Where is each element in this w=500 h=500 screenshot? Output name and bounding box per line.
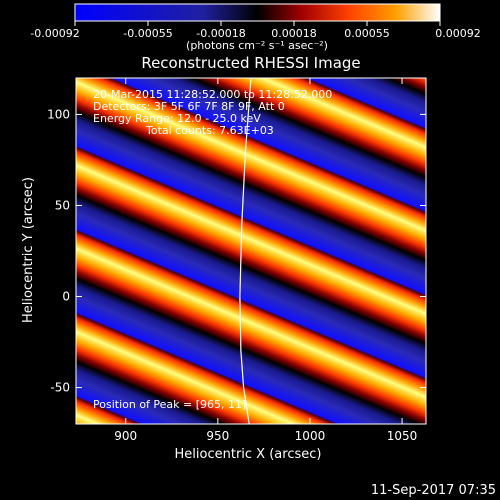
- colorbar-tick-label: -0.00018: [196, 27, 245, 40]
- x-axis-label: Heliocentric X (arcsec): [175, 447, 322, 462]
- chart-title: Reconstructed RHESSI Image: [141, 54, 360, 72]
- x-tick-label: 900: [114, 429, 137, 443]
- solar-limb-curve: [239, 78, 252, 424]
- y-tick-label: 0: [62, 290, 70, 304]
- total-counts-text: Total counts: 7.63E+03: [145, 124, 274, 137]
- y-tick-label: 100: [47, 107, 70, 121]
- peak-position-text: Position of Peak = [965, 11]: [93, 398, 246, 411]
- y-tick-label: -50: [50, 381, 70, 395]
- y-tick-label: 50: [55, 198, 70, 212]
- plot-frame: [75, 77, 427, 425]
- colorbar-ticks: [74, 21, 441, 26]
- colorbar-tick-label: 0.00092: [435, 27, 481, 40]
- time-range-text: 20-Mar-2015 11:28:52.000 to 11:28:52.000: [93, 88, 332, 101]
- colorbar-tick-label: 0.00018: [271, 27, 317, 40]
- x-axis-ticks: 900 950 1000 1050: [114, 78, 417, 443]
- x-tick-label: 1050: [387, 429, 418, 443]
- colorbar: [74, 3, 441, 22]
- colorbar-tick-label: 0.00055: [344, 27, 390, 40]
- x-tick-label: 950: [206, 429, 229, 443]
- heatmap-image: [76, 78, 426, 424]
- colorbar-tick-label: -0.00092: [30, 27, 79, 40]
- y-axis-ticks: -50 0 50 100: [47, 107, 426, 395]
- colorbar-tick-label: -0.00055: [123, 27, 172, 40]
- colorbar-units: (photons cm⁻² s⁻¹ asec⁻²): [186, 39, 328, 52]
- detectors-text: Detectors: 3F 5F 6F 7F 8F 9F, Att 0: [93, 100, 285, 113]
- footer-timestamp: 11-Sep-2017 07:35: [371, 483, 496, 498]
- y-axis-label: Heliocentric Y (arcsec): [21, 177, 36, 323]
- energy-range-text: Energy Range: 12.0 - 25.0 keV: [93, 112, 261, 125]
- x-tick-label: 1000: [295, 429, 326, 443]
